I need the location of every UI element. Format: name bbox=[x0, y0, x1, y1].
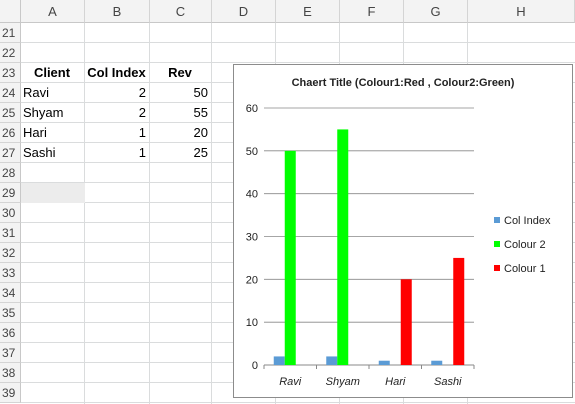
col-index-cell[interactable]: 1 bbox=[138, 125, 146, 140]
y-tick-label: 40 bbox=[246, 189, 258, 201]
row-header-26[interactable]: 26 bbox=[0, 123, 21, 143]
row-header-34[interactable]: 34 bbox=[0, 283, 21, 303]
bar-colour-1 bbox=[453, 257, 465, 365]
legend-label: Col Index bbox=[504, 215, 551, 227]
row-header-27[interactable]: 27 bbox=[0, 143, 21, 163]
row-header-23[interactable]: 23 bbox=[0, 63, 21, 83]
column-header-b[interactable]: B bbox=[85, 0, 150, 23]
col-index-cell[interactable]: 2 bbox=[138, 105, 146, 120]
y-tick-label: 10 bbox=[246, 317, 258, 329]
row-header-28[interactable]: 28 bbox=[0, 163, 21, 183]
column-header-g[interactable]: G bbox=[404, 0, 468, 23]
chart-plot: 0 10 20 30 40 50 60 Ravi Shyam Hari Sashi Col Index… bbox=[246, 103, 551, 388]
bar-colour-2 bbox=[337, 129, 349, 365]
column-header-a[interactable]: A bbox=[21, 0, 85, 23]
col-index-cell[interactable]: 1 bbox=[138, 145, 146, 160]
bar-colour-1 bbox=[400, 279, 412, 365]
client-cell[interactable]: Ravi bbox=[23, 85, 50, 100]
legend-swatch bbox=[494, 217, 500, 223]
bar-col-index bbox=[378, 360, 390, 365]
row-header-30[interactable]: 30 bbox=[0, 203, 21, 223]
legend-swatch bbox=[494, 265, 500, 271]
bar-col-index bbox=[273, 356, 285, 365]
row-header-29[interactable]: 29 bbox=[0, 183, 21, 203]
x-tick-label: Shyam bbox=[326, 376, 360, 388]
column-header-e[interactable]: E bbox=[276, 0, 340, 23]
row-header-38[interactable]: 38 bbox=[0, 363, 21, 383]
row-header-32[interactable]: 32 bbox=[0, 243, 21, 263]
legend-label: Colour 2 bbox=[504, 239, 546, 251]
x-tick-label: Sashi bbox=[434, 376, 462, 388]
column-header-h[interactable]: H bbox=[468, 0, 575, 23]
header-cell[interactable]: Client bbox=[33, 65, 71, 80]
client-cell[interactable]: Shyam bbox=[23, 105, 64, 120]
rev-cell[interactable]: 20 bbox=[193, 125, 208, 140]
client-cell[interactable]: Sashi bbox=[23, 145, 56, 160]
chart[interactable]: Chaert Title (Colour1:Red , Colour2:Gree… bbox=[233, 64, 573, 398]
selected-cell-a29[interactable] bbox=[21, 183, 85, 203]
row-header-39[interactable]: 39 bbox=[0, 383, 21, 403]
client-cell[interactable]: Hari bbox=[23, 125, 47, 140]
row-header-22[interactable]: 22 bbox=[0, 43, 21, 63]
header-cell[interactable]: Col Index bbox=[87, 65, 146, 80]
row-header-37[interactable]: 37 bbox=[0, 343, 21, 363]
header-cell[interactable]: Rev bbox=[168, 65, 192, 80]
bar-col-index bbox=[431, 360, 443, 365]
column-header-f[interactable]: F bbox=[340, 0, 404, 23]
column-header-c[interactable]: C bbox=[150, 0, 212, 23]
chart-title: Chaert Title (Colour1:Red , Colour2:Gree… bbox=[291, 77, 515, 89]
y-tick-label: 60 bbox=[246, 103, 258, 115]
select-all-corner[interactable] bbox=[0, 0, 21, 23]
rev-cell[interactable]: 50 bbox=[193, 85, 208, 100]
row-header-21[interactable]: 21 bbox=[0, 23, 21, 43]
column-header-d[interactable]: D bbox=[212, 0, 276, 23]
x-tick-label: Hari bbox=[385, 376, 406, 388]
legend-swatch bbox=[494, 241, 500, 247]
row-header-31[interactable]: 31 bbox=[0, 223, 21, 243]
rev-cell[interactable]: 25 bbox=[193, 145, 208, 160]
row-header-33[interactable]: 33 bbox=[0, 263, 21, 283]
row-header-25[interactable]: 25 bbox=[0, 103, 21, 123]
row-header-36[interactable]: 36 bbox=[0, 323, 21, 343]
col-index-cell[interactable]: 2 bbox=[138, 85, 146, 100]
y-tick-label: 50 bbox=[246, 146, 258, 158]
y-tick-label: 0 bbox=[252, 360, 258, 372]
row-header-35[interactable]: 35 bbox=[0, 303, 21, 323]
legend-label: Colour 1 bbox=[504, 263, 546, 275]
y-tick-label: 30 bbox=[246, 232, 258, 244]
bar-col-index bbox=[326, 356, 338, 365]
row-header-24[interactable]: 24 bbox=[0, 83, 21, 103]
rev-cell[interactable]: 55 bbox=[193, 105, 208, 120]
bar-colour-2 bbox=[284, 150, 296, 365]
y-tick-label: 20 bbox=[246, 274, 258, 286]
x-tick-label: Ravi bbox=[279, 376, 302, 388]
